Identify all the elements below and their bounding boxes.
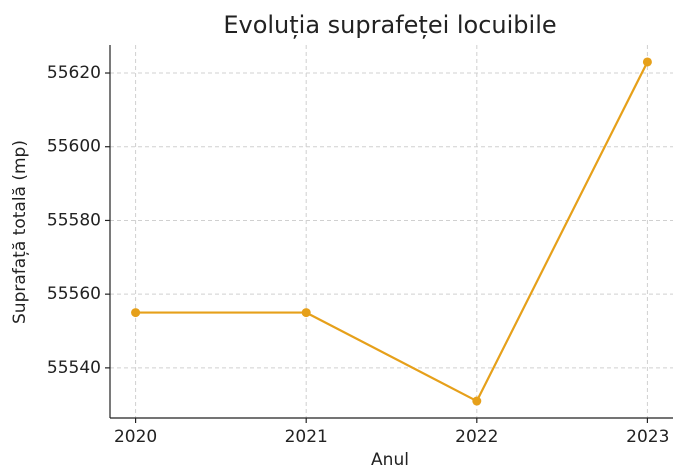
x-axis-label: Anul [371,450,409,468]
y-axis-label: Suprafață totală (mp) [10,140,30,324]
y-tick-label: 55600 [47,137,101,157]
point [301,308,311,318]
line [135,61,649,403]
y-tick-label: 55540 [47,358,101,378]
x-tick-label: 2021 [285,427,328,447]
y-tick-label: 55580 [47,210,101,230]
y-tick-label: 55620 [47,63,101,83]
x-tick-label: 2022 [455,427,498,447]
point [472,396,482,406]
point [642,57,652,67]
x-tick-label: 2020 [114,427,157,447]
x-tick-label: 2023 [626,427,669,447]
y-tick-label: 55560 [47,284,101,304]
point [131,308,141,318]
chart-title: Evoluția suprafeței locuibile [223,11,556,39]
